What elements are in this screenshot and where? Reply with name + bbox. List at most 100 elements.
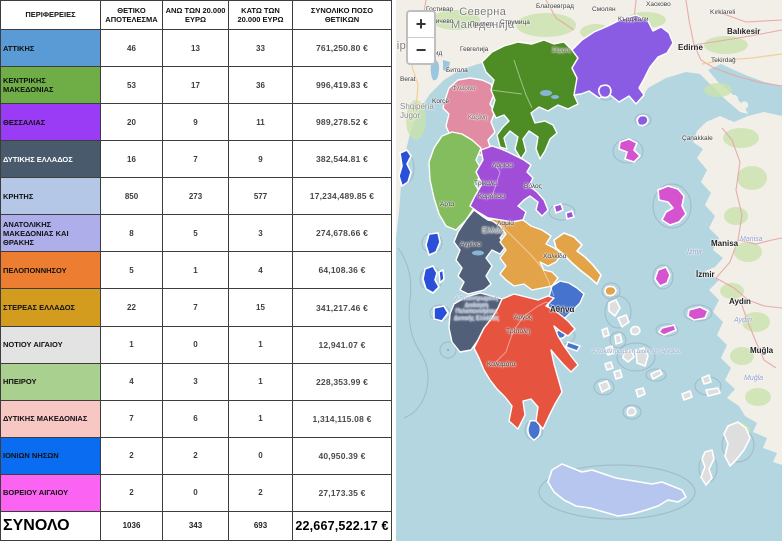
above-cell: 5 (162, 214, 229, 253)
table-header-row: ΠΕΡΙΦΕΡΕΙΕΣ ΘΕΤΙΚΟ ΑΠΟΤΕΛΕΣΜΑ ΑΝΩ ΤΩΝ 20… (0, 0, 392, 31)
map-label-canakkale: Çanakkale (682, 135, 713, 142)
total-cell: 12,941.07 € (292, 325, 392, 364)
map-label-trikala: Τρίκαλα (474, 180, 497, 187)
map-label-mugla-province: Muğla (744, 375, 764, 382)
positive-cell: 2 (100, 436, 163, 475)
below-cell: 9 (228, 140, 293, 179)
region-south-aegean[interactable] (598, 299, 751, 486)
table-row: ΔΥΤΙΚΗΣ ΕΛΛΑΔΟΣ 16 7 9 382,544.81 € (0, 140, 392, 179)
positive-cell: 5 (100, 251, 163, 290)
table-row: ΑΝΑΤΟΛΙΚΗΣ ΜΑΚΕΔΟΝΙΑΣ ΚΑΙ ΘΡΑΚΗΣ 8 5 3 2… (0, 214, 392, 253)
map-label-manisa-province: Manisa (740, 236, 763, 243)
region-thessaly[interactable] (469, 145, 549, 223)
islands-sporades[interactable] (553, 203, 575, 220)
above-cell: 3 (162, 362, 229, 401)
island-thasos[interactable] (597, 84, 612, 99)
positive-cell: 22 (100, 288, 163, 327)
table-row: ΚΡΗΤΗΣ 850 273 577 17,234,489.85 € (0, 177, 392, 216)
table-row: ΠΕΛΟΠΟΝΝΗΣΟΥ 5 1 4 64,108.36 € (0, 251, 392, 290)
regions-table: ΠΕΡΙΦΕΡΕΙΕΣ ΘΕΤΙΚΟ ΑΠΟΤΕΛΕΣΜΑ ΑΝΩ ΤΩΝ 20… (0, 0, 392, 541)
island-corfu (398, 149, 412, 187)
map-label-kardzhali: Кърджали (618, 16, 649, 23)
below-cell: 36 (228, 66, 293, 105)
below-cell: 15 (228, 288, 293, 327)
total-cell: 382,544.81 € (292, 140, 392, 179)
region-sterea-ellada[interactable] (487, 217, 563, 291)
map-label-blagoevgrad: Благоевград (536, 3, 574, 10)
positive-cell: 2 (100, 473, 163, 512)
island-euboea[interactable] (553, 232, 602, 285)
map-label-athina: Αθήνα (550, 305, 575, 314)
map-label-severna-makedonija: Северна Македонија (451, 6, 515, 31)
above-cell: 13 (162, 29, 229, 68)
map-label-korce: Korçë (432, 98, 449, 105)
map-label-strumica: Струмица (500, 19, 530, 26)
region-north-aegean[interactable] (618, 138, 709, 336)
total-cell: 40,950.39 € (292, 436, 392, 475)
region-name-cell: ΣΤΕΡΕΑΣ ΕΛΛΑΔΟΣ (0, 288, 101, 327)
region-name-cell: ΗΠΕΙΡΟΥ (0, 362, 101, 401)
map-label-kalamata: Καλαμάτα (487, 361, 516, 368)
island-hydra[interactable] (565, 341, 581, 352)
map-label-kirklareli: Kırklareli (710, 9, 736, 16)
below-cell: 0 (228, 436, 293, 475)
total-cell: 989,278.52 € (292, 103, 392, 142)
island-andros (608, 299, 621, 317)
map-label-volos: Βόλος (524, 183, 542, 190)
below-cell: 3 (228, 214, 293, 253)
positive-cell: 16 (100, 140, 163, 179)
island-sifnos (613, 369, 623, 380)
map-label-izmir: İzmir (696, 270, 715, 279)
island-karpathos (700, 449, 715, 486)
region-name-cell: ΚΕΝΤΡΙΚΗΣ ΜΑΚΕΔΟΝΙΑΣ (0, 66, 101, 105)
above-cell: 2 (162, 436, 229, 475)
region-crete[interactable] (547, 463, 687, 517)
map-label-aydin: Aydın (729, 297, 751, 306)
above-cell: 6 (162, 399, 229, 438)
below-cell: 577 (228, 177, 293, 216)
positive-cell: 53 (100, 66, 163, 105)
region-name-cell: ΙΟΝΙΩΝ ΝΗΣΩΝ (0, 436, 101, 475)
total-below: 693 (228, 510, 293, 541)
map-label-shqiperia-jugor: Shqipëria Jugor (400, 102, 434, 121)
table-row: ΚΕΝΤΡΙΚΗΣ ΜΑΚΕΔΟΝΙΑΣ 53 17 36 996,419.83… (0, 66, 392, 105)
total-above: 343 (162, 510, 229, 541)
above-cell: 17 (162, 66, 229, 105)
total-cell: 761,250.80 € (292, 29, 392, 68)
map-label-prilep: Прилеп (470, 21, 493, 28)
positive-cell: 1 (100, 325, 163, 364)
island-samothrace[interactable] (636, 114, 649, 127)
zoom-in-button[interactable]: + (408, 12, 434, 38)
table-row: ΔΥΤΙΚΗΣ ΜΑΚΕΔΟΝΙΑΣ 7 6 1 1,314,115.08 € (0, 399, 392, 438)
below-cell: 33 (228, 29, 293, 68)
table-total-row: ΣΥΝΟΛΟ 1036 343 693 22,667,522.17 € (0, 510, 392, 541)
island-milos (598, 380, 611, 393)
table-row: ΘΕΣΣΑΛΙΑΣ 20 9 11 989,278.52 € (0, 103, 392, 142)
zoom-out-button[interactable]: − (415, 40, 427, 60)
region-east-macedonia-thrace[interactable] (571, 14, 674, 105)
island-lefkada (425, 232, 441, 256)
island-kythnos (605, 345, 615, 356)
island-skyros[interactable] (604, 285, 617, 297)
total-cell: 1,314,115.08 € (292, 399, 392, 438)
region-name-cell: ΔΥΤΙΚΗΣ ΜΑΚΕΔΟΝΙΑΣ (0, 399, 101, 438)
island-mykonos (629, 325, 641, 336)
lake-prespa (443, 60, 450, 72)
island-kea (601, 327, 610, 338)
total-label: ΣΥΝΟΛΟ (0, 510, 101, 541)
positive-cell: 46 (100, 29, 163, 68)
region-peloponnese[interactable] (473, 293, 579, 430)
below-cell: 4 (228, 251, 293, 290)
positive-cell: 4 (100, 362, 163, 401)
region-ionian-islands[interactable] (398, 149, 449, 322)
island-amorgos (650, 369, 663, 380)
map[interactable]: Северна Македонија Гостивар Кичево Приле… (396, 0, 782, 541)
map-label-ellas: Ελλάς (482, 226, 504, 235)
total-cell: 341,217.46 € (292, 288, 392, 327)
map-label-tekirdag: Tekirdağ (711, 57, 736, 64)
map-label-balikesir: Balıkesir (727, 27, 761, 36)
table-row: ΑΤΤΙΚΗΣ 46 13 33 761,250.80 € (0, 29, 392, 68)
island-serifos (604, 361, 614, 371)
total-cell: 228,353.99 € (292, 362, 392, 401)
above-cell: 0 (162, 325, 229, 364)
